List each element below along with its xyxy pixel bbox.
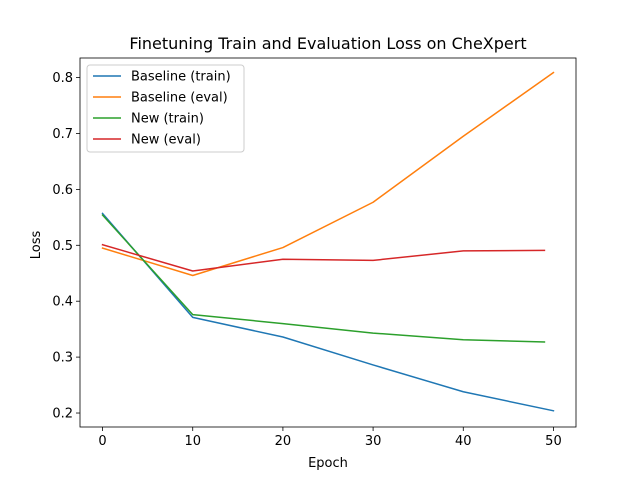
legend-label: New (eval) (131, 133, 201, 148)
y-tick-label: 0.2 (52, 407, 73, 422)
series-line-2 (101, 214, 546, 343)
series-line-0 (101, 212, 555, 412)
x-tick-label: 20 (275, 434, 292, 449)
x-tick-label: 30 (365, 434, 382, 449)
legend-label: New (train) (131, 112, 204, 127)
legend-label: Baseline (eval) (131, 91, 228, 106)
y-tick-label: 0.4 (52, 295, 73, 310)
plot-area (79, 57, 577, 428)
y-axis-label: Loss (29, 231, 44, 260)
legend: Baseline (train) Baseline (eval) New (trai… (86, 64, 245, 153)
chart-title: Finetuning Train and Evaluation Loss on … (129, 34, 526, 53)
axes-frame (79, 57, 577, 428)
x-tick-label: 50 (545, 434, 562, 449)
y-axis-ticks: 0.2 0.3 0.4 0.5 0.6 0.7 0.8 (52, 71, 80, 422)
series-line-1 (101, 71, 555, 277)
x-tick-label: 0 (98, 434, 106, 449)
x-axis-label: Epoch (308, 456, 348, 471)
y-tick-label: 0.3 (52, 351, 73, 366)
x-tick-label: 10 (184, 434, 201, 449)
series-lines (101, 71, 555, 412)
x-axis-ticks: 0 10 20 30 40 50 (98, 427, 562, 449)
y-tick-label: 0.8 (52, 71, 73, 86)
legend-label: Baseline (train) (131, 70, 231, 85)
y-tick-label: 0.6 (52, 183, 73, 198)
y-tick-label: 0.5 (52, 239, 73, 254)
y-tick-label: 0.7 (52, 127, 73, 142)
series-line-3 (101, 243, 546, 272)
x-tick-label: 40 (455, 434, 472, 449)
legend-box (86, 64, 245, 153)
